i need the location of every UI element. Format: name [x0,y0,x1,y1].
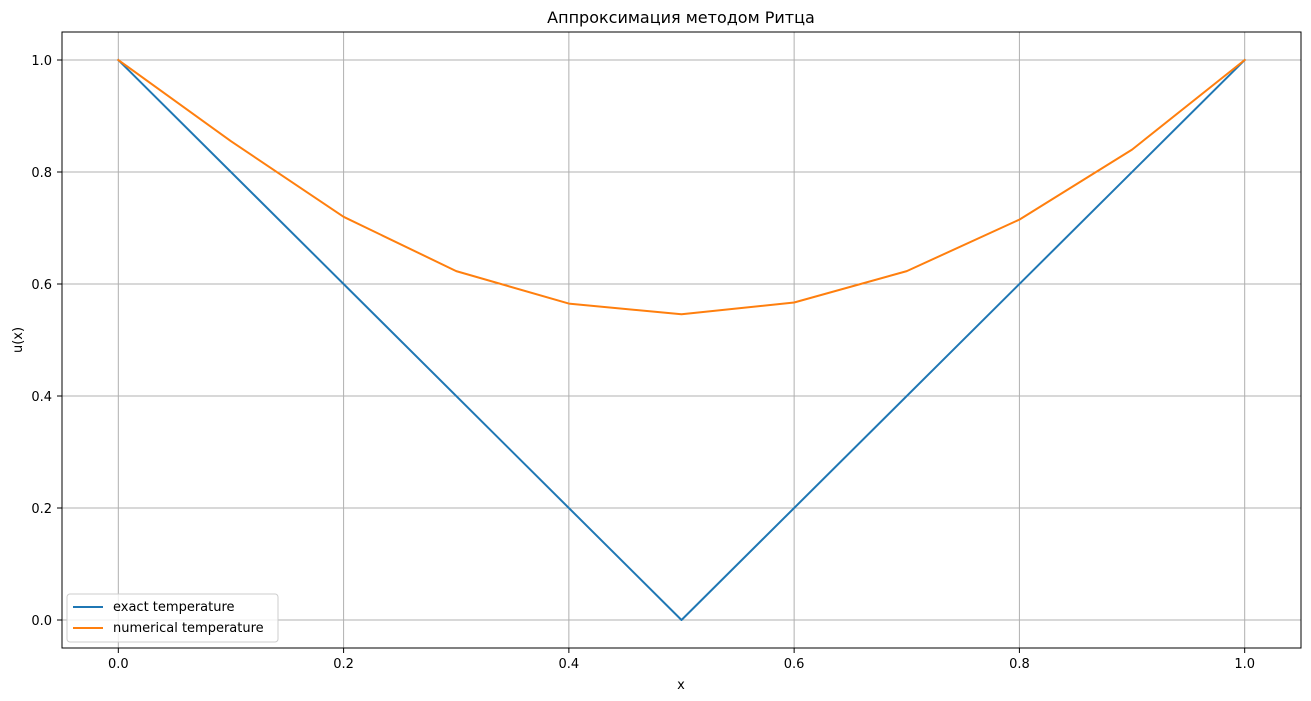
y-tick-label: 0.6 [31,278,52,293]
x-tick-label: 0.0 [108,657,129,672]
ticks: 0.0 0.2 0.4 0.6 0.8 1.0 0.0 0.2 0.4 0.6 0.8 1.0 [31,54,1255,672]
legend-label-numerical: numerical temperature [113,621,264,636]
legend-label-exact: exact temperature [113,600,235,615]
x-tick-label: 1.0 [1234,657,1255,672]
series-line-numerical [116,58,1247,316]
y-tick-label: 0.4 [31,390,52,405]
chart-title: Аппроксимация методом Ритца [547,8,815,27]
x-tick-label: 0.2 [333,657,354,672]
plot-frame [61,31,1302,649]
y-tick-label: 0.8 [31,166,52,181]
series-layer [116,58,1247,621]
y-tick-label: 0.2 [31,502,52,517]
y-tick-label: 1.0 [31,54,52,69]
x-axis-label: x [677,678,685,693]
x-tick-label: 0.8 [1009,657,1030,672]
x-tick-label: 0.6 [784,657,805,672]
series-line-exact [116,58,1247,621]
y-tick-label: 0.0 [31,614,52,629]
x-tick-label: 0.4 [559,657,580,672]
legend: exact temperature numerical temperature [66,593,279,643]
legend-box [66,593,279,643]
y-axis-label: u(x) [11,327,26,353]
